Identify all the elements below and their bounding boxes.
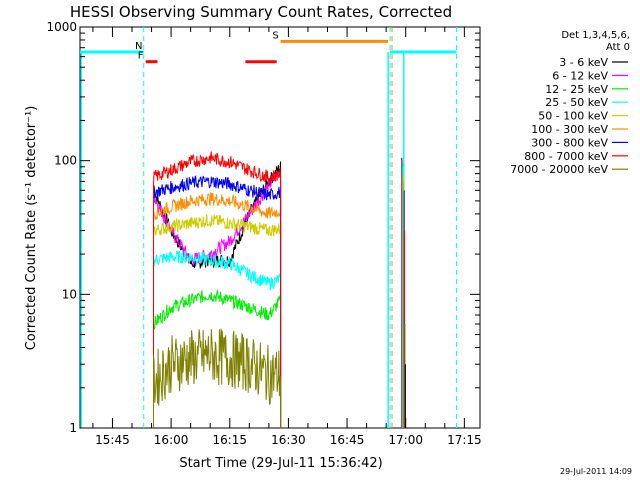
- legend-label: 7000 - 20000 keV: [510, 163, 608, 176]
- y-tick-label: 1: [69, 421, 77, 435]
- plot-frame: [79, 26, 481, 429]
- x-tick-label: 17:15: [447, 433, 482, 447]
- x-tick-label: 16:45: [330, 433, 365, 447]
- series-line: [153, 328, 282, 428]
- legend-header-1: Det 1,3,4,5,6,: [561, 30, 630, 41]
- x-tick-label: 16:15: [212, 433, 247, 447]
- series-line: [153, 214, 282, 428]
- legend-label: 100 - 300 keV: [531, 123, 608, 136]
- legend-header-2: Att 0: [606, 42, 630, 53]
- x-ticks: 15:45 16:00 16:15 16:30 16:45 17:00 17:15: [92, 27, 482, 447]
- timestamp: 29-Jul-2011 14:09: [560, 467, 632, 476]
- status-bar-label: N: [135, 41, 142, 52]
- y-axis-label: Corrected Count Rate (s⁻¹ detector⁻¹): [24, 106, 39, 351]
- series: [153, 151, 406, 428]
- legend-label: 6 - 12 keV: [552, 69, 608, 82]
- legend-label: 3 - 6 keV: [559, 56, 608, 69]
- status-bar-label: F: [138, 51, 144, 62]
- series-line: [153, 151, 282, 428]
- legend-label: 25 - 50 keV: [545, 96, 608, 109]
- x-tick-label: 17:00: [388, 433, 423, 447]
- x-tick-label: 16:00: [154, 433, 189, 447]
- y-tick-label: 1000: [46, 20, 77, 34]
- series-line: [153, 288, 282, 428]
- x-axis-label: Start Time (29-Jul-11 15:36:42): [179, 456, 382, 471]
- x-tick-label: 15:45: [95, 433, 130, 447]
- legend-label: 800 - 7000 keV: [524, 150, 608, 163]
- x-tick-label: 16:30: [271, 433, 306, 447]
- status-bar-label: S: [272, 30, 278, 41]
- series-line: [153, 192, 282, 428]
- legend-label: 50 - 100 keV: [538, 110, 608, 123]
- series-line: [153, 171, 282, 428]
- series-line: [153, 175, 282, 428]
- series-line: [153, 250, 282, 428]
- legend-label: 12 - 25 keV: [545, 83, 608, 96]
- chart-title: HESSI Observing Summary Count Rates, Cor…: [70, 3, 452, 21]
- y-tick-label: 100: [54, 154, 77, 168]
- legend-label: 300 - 800 keV: [531, 136, 608, 149]
- y-tick-label: 10: [62, 287, 77, 301]
- y-ticks: 1 10 100 1000: [46, 20, 480, 435]
- plot-border: [79, 26, 481, 429]
- status-bars: NF S: [80, 30, 457, 64]
